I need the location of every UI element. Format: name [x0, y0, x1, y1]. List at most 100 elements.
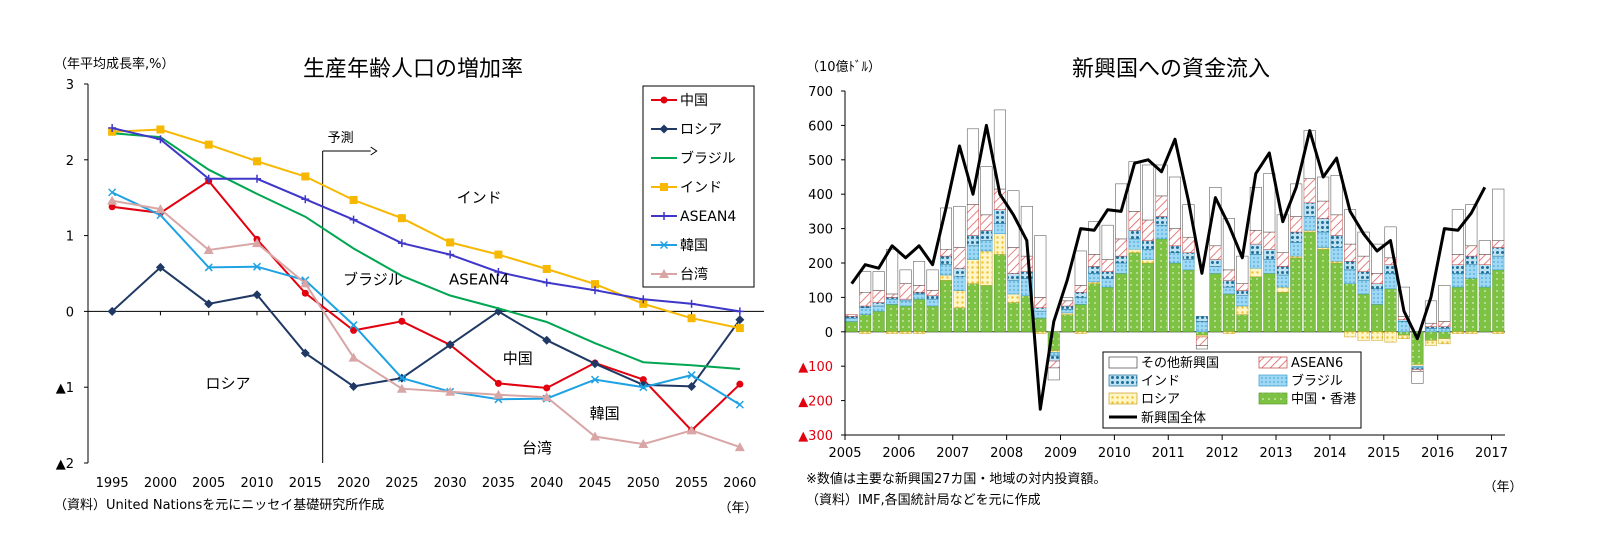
bar-segment	[886, 331, 899, 334]
bar-segment	[1397, 331, 1410, 336]
bar-segment	[1303, 130, 1316, 179]
right-total-line	[850, 123, 1487, 411]
bar-segment	[1047, 367, 1060, 381]
left-x-tick-label: 2050	[627, 476, 660, 491]
bar-segment	[1061, 300, 1074, 307]
bar-segment	[1303, 231, 1316, 333]
point-marker	[638, 439, 649, 449]
bar-segment	[1169, 245, 1181, 253]
right-chart-title: 新興国への資金流入	[1072, 57, 1270, 82]
bar-segment	[1034, 317, 1047, 333]
point-marker	[639, 299, 648, 308]
bar-segment	[1088, 254, 1101, 267]
bar-segment	[1492, 240, 1505, 248]
bar-segment	[1276, 291, 1289, 333]
bar-segment	[1492, 247, 1505, 257]
point-marker	[734, 442, 745, 452]
bar-segment	[1451, 331, 1464, 334]
bar-segment	[1317, 200, 1330, 219]
point-marker	[639, 376, 647, 384]
bar-segment	[1317, 231, 1330, 248]
bar-segment	[1101, 286, 1114, 333]
legend-label: ASEAN4	[680, 209, 736, 225]
bar-segment	[1290, 231, 1303, 243]
left-y-tick-label: ▲1	[56, 381, 74, 396]
point-marker	[735, 315, 745, 325]
bar-segment	[1222, 293, 1235, 333]
bar-segment	[1411, 371, 1424, 384]
legend-item: ブラジル	[651, 150, 736, 167]
bar-segment	[1263, 231, 1276, 250]
bar-segment	[1397, 286, 1410, 317]
bar-segment	[1411, 365, 1424, 369]
legend-swatch	[1258, 356, 1288, 369]
bar-segment	[1182, 236, 1195, 253]
bar-segment	[1357, 279, 1370, 295]
point-marker	[108, 188, 117, 197]
point-marker	[686, 425, 697, 435]
right-x-tick-label: 2017	[1475, 446, 1508, 461]
legend-label: ASEAN6	[1291, 356, 1343, 371]
bar-segment	[1492, 188, 1505, 241]
bar-segment	[1357, 271, 1370, 281]
left-y-tick-label: 3	[66, 78, 74, 93]
bar-segment	[1492, 331, 1505, 334]
bar-segment	[993, 254, 1006, 333]
right-y-tick-label: 600	[808, 119, 833, 134]
bar-segment	[1088, 273, 1101, 283]
bar-segment	[1317, 247, 1330, 250]
point-marker	[494, 379, 502, 387]
bar-segment	[1236, 283, 1249, 291]
point-marker	[301, 289, 309, 297]
series-annotation: ブラジル	[343, 271, 403, 289]
bar-segment	[1209, 273, 1222, 333]
series-annotation: 中国	[503, 349, 533, 367]
legend-item: その他新興国	[1108, 355, 1219, 371]
legend-item: インド	[1108, 374, 1180, 389]
bar-segment	[1061, 309, 1074, 314]
bar-segment	[1438, 285, 1451, 322]
bar-segment	[1182, 252, 1195, 260]
bar-segment	[1478, 254, 1491, 265]
bar-segment	[1195, 336, 1208, 346]
series-line	[112, 128, 741, 330]
bar-segment	[926, 298, 939, 307]
bar-segment	[886, 293, 899, 298]
point-marker	[204, 263, 213, 272]
bar-segment	[993, 233, 1006, 255]
bar-segment	[1169, 176, 1181, 229]
bar-segment	[1007, 247, 1020, 274]
bar-segment	[1276, 252, 1289, 267]
bar-segment	[940, 274, 953, 281]
bar-segment	[1276, 274, 1289, 288]
capital-inflow-chart: 新興国への資金流入 （10億ﾄﾞﾙ） 700 600 500 400 300 200 100…	[798, 57, 1522, 508]
right-x-tick-label: 2016	[1421, 446, 1454, 461]
point-marker	[349, 321, 358, 330]
left-x-tick-label: 2005	[192, 476, 225, 491]
point-marker	[541, 392, 552, 402]
bar-segment	[1115, 238, 1128, 257]
bar-segment	[1128, 230, 1141, 240]
bar-segment	[1034, 235, 1047, 298]
bar-segment	[1222, 269, 1235, 281]
bar-segment	[966, 283, 979, 333]
legend-swatch	[1108, 392, 1138, 405]
bar-segment	[1155, 238, 1168, 333]
left-chart-title: 生産年齢人口の増加率	[303, 57, 523, 82]
point-marker	[349, 381, 359, 391]
series-6	[108, 188, 744, 409]
bar-segment	[966, 235, 979, 247]
bar-segment	[1155, 216, 1168, 226]
point-marker	[542, 335, 552, 345]
bar-segment	[845, 314, 858, 317]
right-bar-group	[845, 109, 1505, 384]
point-marker	[660, 183, 668, 191]
bar-segment	[859, 291, 872, 307]
bar-segment	[1088, 266, 1101, 274]
bar-segment	[993, 209, 1006, 224]
bar-segment	[1263, 273, 1276, 333]
bar-segment	[1317, 176, 1330, 202]
bar-segment	[1155, 164, 1168, 197]
